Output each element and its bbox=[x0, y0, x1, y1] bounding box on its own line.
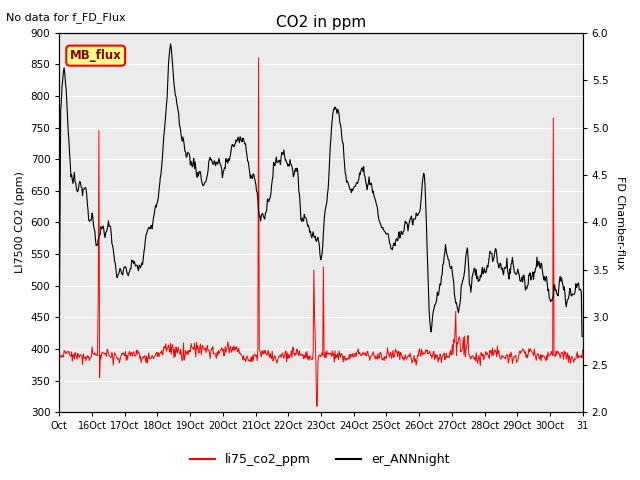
Legend: li75_co2_ppm, er_ANNnight: li75_co2_ppm, er_ANNnight bbox=[186, 448, 454, 471]
li75_co2_ppm bbox=[213, 350, 221, 356]
Line: er_ANNnight: er_ANNnight bbox=[60, 44, 582, 336]
Line: li75_co2_ppm: li75_co2_ppm bbox=[60, 58, 582, 406]
Text: MB_flux: MB_flux bbox=[70, 49, 122, 62]
li75_co2_ppm bbox=[313, 403, 321, 409]
li75_co2_ppm bbox=[255, 55, 262, 61]
li75_co2_ppm bbox=[56, 355, 63, 361]
er_ANNnight bbox=[240, 136, 248, 142]
li75_co2_ppm bbox=[579, 347, 586, 353]
li75_co2_ppm bbox=[259, 351, 267, 357]
er_ANNnight bbox=[259, 213, 267, 219]
Y-axis label: LI7500 CO2 (ppm): LI7500 CO2 (ppm) bbox=[15, 171, 25, 274]
Text: No data for f_FD_Flux: No data for f_FD_Flux bbox=[6, 12, 126, 23]
er_ANNnight bbox=[166, 41, 174, 47]
li75_co2_ppm bbox=[406, 354, 413, 360]
er_ANNnight bbox=[579, 334, 586, 339]
li75_co2_ppm bbox=[117, 354, 125, 360]
er_ANNnight bbox=[376, 218, 383, 224]
Y-axis label: FD Chamber-flux: FD Chamber-flux bbox=[615, 176, 625, 269]
li75_co2_ppm bbox=[376, 349, 384, 355]
er_ANNnight bbox=[214, 161, 221, 167]
Title: CO2 in ppm: CO2 in ppm bbox=[276, 15, 366, 30]
er_ANNnight bbox=[117, 267, 125, 273]
er_ANNnight bbox=[578, 334, 586, 339]
er_ANNnight bbox=[405, 223, 413, 228]
er_ANNnight bbox=[56, 312, 63, 317]
li75_co2_ppm bbox=[239, 357, 247, 363]
